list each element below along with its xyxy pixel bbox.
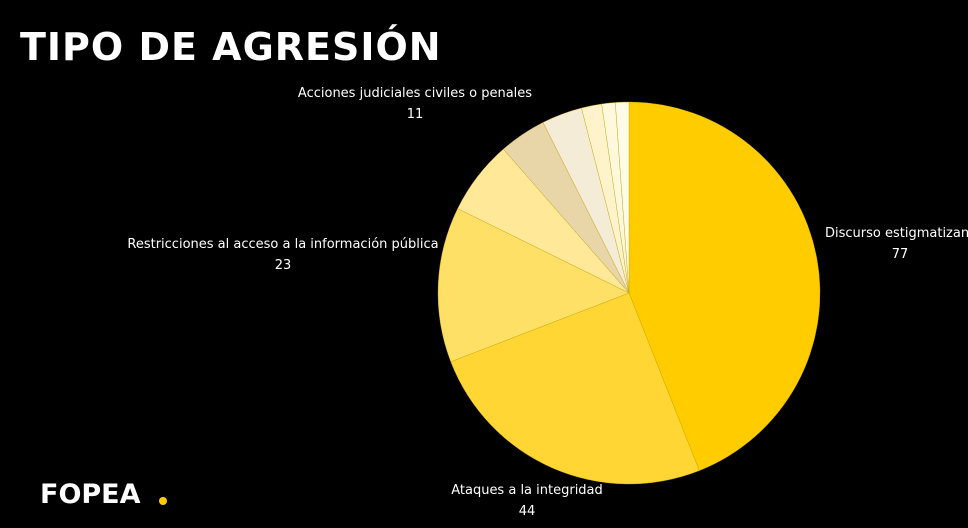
logo-dot xyxy=(159,497,167,505)
slice-label: Restricciones al acceso a la información… xyxy=(127,237,438,252)
pie-slice xyxy=(628,101,821,471)
slice-value: 11 xyxy=(407,107,424,122)
slice-label: Acciones judiciales civiles o penales xyxy=(298,86,532,101)
slice-value: 77 xyxy=(892,247,909,262)
pie-slice xyxy=(437,208,630,362)
slice-value: 23 xyxy=(275,258,292,273)
slice-label: Ataques a la integridad xyxy=(451,483,603,498)
logo: FOPEA xyxy=(40,479,141,510)
chart-title: TIPO DE AGRESIÓN xyxy=(20,25,442,69)
pie-slice xyxy=(615,101,630,294)
pie-slice xyxy=(450,292,700,485)
slice-label: Discurso estigmatizante xyxy=(825,226,968,241)
slice-value: 44 xyxy=(519,504,536,519)
